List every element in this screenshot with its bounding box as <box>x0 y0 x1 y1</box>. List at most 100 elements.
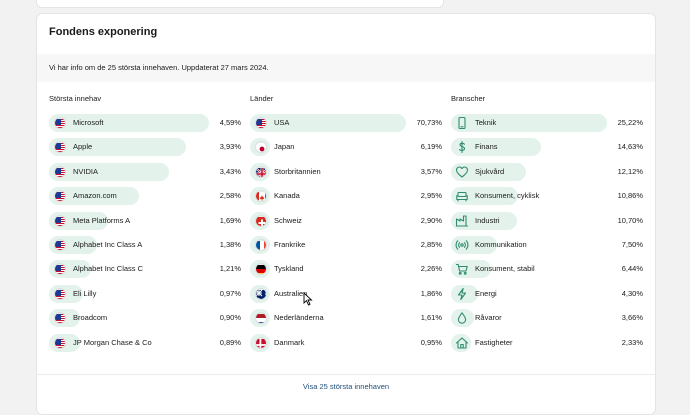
sectors-row-energi: Energi 4,30% <box>451 283 643 307</box>
countries-value: 0,95% <box>420 337 442 347</box>
holdings-value: 0,97% <box>219 288 241 298</box>
info-text: Vi har info om de 25 största innehaven. … <box>49 63 269 72</box>
sectors-row-ravaror: Råvaror 3,66% <box>451 307 643 331</box>
au-flag-icon <box>255 287 267 300</box>
holdings-label: Amazon.com <box>73 191 117 201</box>
us-flag-icon <box>54 190 66 203</box>
sectors-value: 25,22% <box>617 118 643 127</box>
sectors-value: 3,66% <box>621 313 643 323</box>
countries-value: 1,61% <box>420 313 442 323</box>
countries-row-usa: USA 70,73% <box>250 112 442 136</box>
us-flag-icon <box>54 214 66 227</box>
us-flag-icon <box>54 117 66 129</box>
holdings-bar <box>49 114 209 132</box>
holdings-row-microsoft: Microsoft 4,59% <box>49 112 241 136</box>
us-flag-icon <box>54 238 66 251</box>
sectors-row-industri: Industri 10,70% <box>451 210 643 234</box>
holdings-column: Största innehav Microsoft 4,59% Apple 3,93%… <box>49 94 241 356</box>
sectors-label: Kommunikation <box>475 239 527 249</box>
dollar-icon <box>455 140 469 154</box>
sectors-label: Fastigheter <box>475 337 513 347</box>
holdings-label: NVIDIA <box>73 166 99 176</box>
heart-icon <box>455 165 469 179</box>
countries-label: Nederländerna <box>274 313 324 323</box>
sectors-value: 2,33% <box>621 337 643 347</box>
countries-label: USA <box>274 118 290 127</box>
sectors-value: 4,30% <box>621 288 643 298</box>
sectors-label: Råvaror <box>475 313 502 323</box>
sectors-value: 12,12% <box>617 166 643 176</box>
sectors-bar <box>451 309 474 328</box>
holdings-value: 3,93% <box>219 142 241 152</box>
countries-row-danmark: Danmark 0,95% <box>250 332 442 356</box>
show-all-holdings-link[interactable]: Visa 25 största innehaven <box>37 374 655 399</box>
sectors-label: Konsument, stabil <box>475 264 535 274</box>
holdings-label: JP Morgan Chase & Co <box>73 337 152 347</box>
card-title: Fondens exponering <box>49 26 158 38</box>
countries-column: Länder USA 70,73% Japan 6,19% Storbritannien… <box>250 94 442 356</box>
holdings-label: Microsoft <box>73 118 104 127</box>
countries-label: Australien <box>274 288 308 298</box>
holdings-row-eli-lilly: Eli Lilly 0,97% <box>49 283 241 307</box>
dk-flag-icon <box>255 336 267 349</box>
holdings-bar <box>49 187 139 206</box>
holdings-value: 2,58% <box>219 191 241 201</box>
countries-value: 2,90% <box>420 215 442 225</box>
sectors-label: Industri <box>475 215 500 225</box>
holdings-label: Eli Lilly <box>73 288 97 298</box>
exposure-card: Fondens exponering Vi har info om de 25 … <box>36 13 656 415</box>
holdings-row-broadcom: Broadcom 0,90% <box>49 307 241 331</box>
countries-label: Storbritannien <box>274 166 321 176</box>
holdings-row-apple: Apple 3,93% <box>49 136 241 160</box>
countries-value: 3,57% <box>420 166 442 176</box>
countries-label: Japan <box>274 142 295 152</box>
sectors-bar <box>451 162 526 181</box>
sectors-value: 14,63% <box>617 142 643 152</box>
countries-label: Danmark <box>274 337 305 347</box>
holdings-value: 3,43% <box>219 166 241 176</box>
holdings-row-jp-morgan-chase-co: JP Morgan Chase & Co 0,89% <box>49 332 241 356</box>
holdings-row-alphabet-inc-class-c: Alphabet Inc Class C 1,21% <box>49 258 241 282</box>
us-flag-icon <box>255 117 267 129</box>
holdings-value: 1,69% <box>219 215 241 225</box>
de-flag-icon <box>255 263 267 276</box>
holdings-title: Största innehav <box>49 94 102 103</box>
sectors-row-finans: Finans 14,63% <box>451 136 643 160</box>
countries-row-frankrike: Frankrike 2,85% <box>250 234 442 258</box>
countries-row-australien: Australien 1,86% <box>250 283 442 307</box>
sectors-row-teknik: Teknik 25,22% <box>451 112 643 136</box>
factory-icon <box>455 214 469 228</box>
sectors-bar <box>451 187 519 206</box>
us-flag-icon <box>54 312 66 325</box>
holdings-value: 0,89% <box>219 337 241 347</box>
cart-icon <box>455 262 469 276</box>
countries-value: 2,95% <box>420 191 442 201</box>
gb-flag-icon <box>255 165 267 178</box>
sectors-row-konsument-cyklisk: Konsument, cyklisk 10,86% <box>451 185 643 209</box>
holdings-label: Alphabet Inc Class C <box>73 264 144 274</box>
show-all-holdings-label[interactable]: Visa 25 största innehaven <box>302 382 390 391</box>
drop-icon <box>455 311 469 325</box>
sectors-value: 7,50% <box>621 239 643 249</box>
countries-row-schweiz: Schweiz 2,90% <box>250 210 442 234</box>
countries-row-storbritannien: Storbritannien 3,57% <box>250 161 442 185</box>
holdings-row-amazon-com: Amazon.com 2,58% <box>49 185 241 209</box>
countries-value: 2,85% <box>420 239 442 249</box>
holdings-label: Broadcom <box>73 313 108 323</box>
countries-row-nederlanderna: Nederländerna 1,61% <box>250 307 442 331</box>
lightning-icon <box>455 287 469 301</box>
sectors-bar <box>451 138 542 157</box>
countries-bar <box>250 114 406 132</box>
holdings-label: Meta Platforms A <box>73 215 131 225</box>
sectors-title: Branscher <box>451 94 486 103</box>
countries-value: 6,19% <box>420 142 442 152</box>
countries-label: Frankrike <box>274 239 306 249</box>
holdings-label: Alphabet Inc Class A <box>73 239 143 249</box>
holdings-label: Apple <box>73 142 93 152</box>
sectors-label: Konsument, cyklisk <box>475 191 540 201</box>
sectors-label: Sjukvård <box>475 166 505 176</box>
sectors-bar <box>451 235 498 254</box>
sectors-value: 10,70% <box>617 215 643 225</box>
fr-flag-icon <box>255 238 267 251</box>
countries-value: 2,26% <box>420 264 442 274</box>
